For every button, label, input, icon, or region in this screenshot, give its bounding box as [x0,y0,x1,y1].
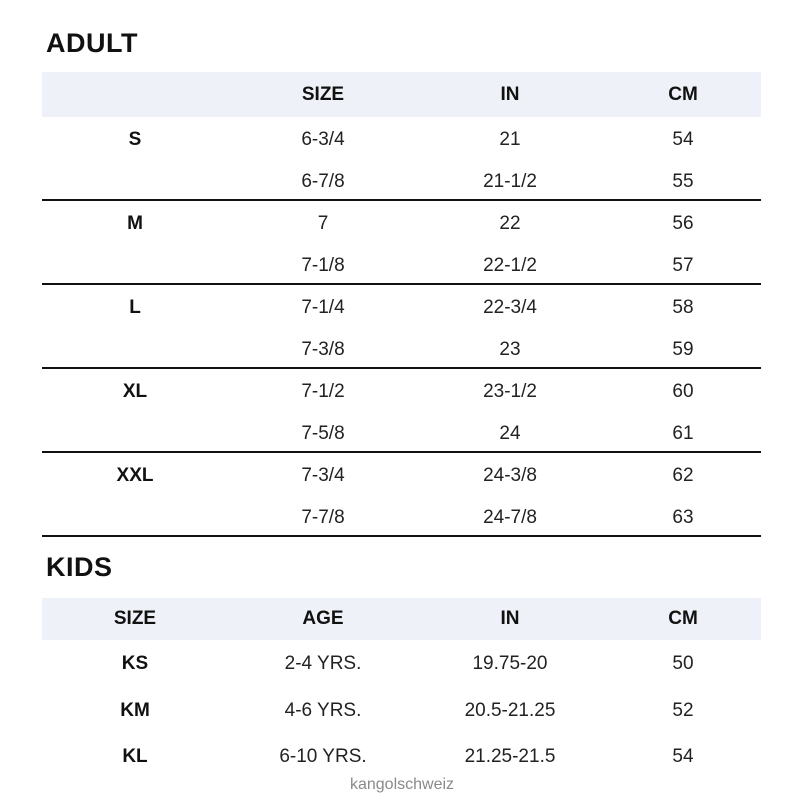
adult-cell-in: 22-1/2 [483,255,537,276]
adult-table-row: XXL 7-3/4 24-3/8 62 [42,455,761,497]
adult-cell-cm: 55 [672,171,694,192]
adult-cell-in: 23 [499,339,521,360]
adult-cell-size: 7 [317,213,329,234]
adult-header-band: SIZE IN CM [42,72,761,117]
adult-table-row: M 7 22 56 [42,203,761,245]
kids-cell-size-label: KL [122,746,148,767]
adult-cell-size-label: XL [122,381,148,402]
adult-cell-size: 7-3/8 [301,339,345,360]
kids-title: KIDS [46,552,113,582]
adult-cell-in: 22-3/4 [483,297,537,318]
kids-header-size: SIZE [113,608,157,629]
adult-cell-in: 24 [499,423,521,444]
adult-cell-in: 21 [499,129,521,150]
kids-table-row: KM 4-6 YRS. 20.5-21.25 52 [42,690,761,732]
kids-cell-age: 4-6 YRS. [284,700,362,721]
adult-cell-in: 24-3/8 [483,465,537,486]
kids-header-in: IN [500,608,520,629]
adult-table-row: 6-7/8 21-1/2 55 [42,161,761,203]
adult-cell-size: 7-7/8 [301,507,345,528]
group-divider [42,199,761,201]
adult-cell-cm: 57 [672,255,694,276]
adult-cell-cm: 54 [672,129,694,150]
adult-cell-size-label [55,497,215,539]
group-divider [42,451,761,453]
adult-table-row: 7-5/8 24 61 [42,413,761,455]
adult-cell-size-label [55,329,215,371]
adult-cell-size: 6-3/4 [301,129,345,150]
adult-cell-size: 7-5/8 [301,423,345,444]
group-divider [42,535,761,537]
kids-table-row: KS 2-4 YRS. 19.75-20 50 [42,643,761,685]
adult-cell-cm: 59 [672,339,694,360]
kids-cell-size-label: KS [121,653,149,674]
kids-table-row: KL 6-10 YRS. 21.25-21.5 54 [42,736,761,778]
kids-header-cm: CM [668,608,698,629]
adult-cell-size-label: L [129,297,141,318]
adult-table-row: L 7-1/4 22-3/4 58 [42,287,761,329]
adult-cell-size-label [55,161,215,203]
adult-table-row: XL 7-1/2 23-1/2 60 [42,371,761,413]
adult-cell-size-label [55,245,215,287]
group-divider [42,367,761,369]
adult-cell-cm: 62 [672,465,694,486]
kids-cell-in: 21.25-21.5 [464,746,556,767]
adult-cell-cm: 56 [672,213,694,234]
adult-cell-cm: 60 [672,381,694,402]
adult-table-row: 7-1/8 22-1/2 57 [42,245,761,287]
adult-cell-cm: 63 [672,507,694,528]
adult-table-row: S 6-3/4 21 54 [42,119,761,161]
adult-cell-cm: 61 [672,423,694,444]
adult-cell-size-label: S [128,129,142,150]
adult-cell-in: 21-1/2 [483,171,537,192]
kids-cell-age: 6-10 YRS. [279,746,367,767]
kids-cell-in: 19.75-20 [472,653,548,674]
adult-cell-size: 7-1/8 [301,255,345,276]
group-divider [42,283,761,285]
adult-title: ADULT [46,28,138,58]
adult-header-cm: CM [668,83,698,105]
kids-header-band: SIZE AGE IN CM [42,598,761,640]
adult-cell-size-label: M [127,213,143,234]
kids-cell-cm: 52 [672,700,694,721]
kids-cell-size-label: KM [120,700,150,721]
adult-cell-in: 23-1/2 [483,381,537,402]
adult-header-in: IN [500,83,520,105]
kids-cell-age: 2-4 YRS. [284,653,362,674]
adult-cell-size-label: XXL [116,465,154,486]
kids-cell-cm: 50 [672,653,694,674]
kids-cell-cm: 54 [672,746,694,767]
adult-cell-size: 6-7/8 [301,171,345,192]
adult-cell-in: 24-7/8 [483,507,537,528]
adult-cell-size: 7-1/4 [301,297,345,318]
kids-cell-in: 20.5-21.25 [464,700,556,721]
watermark: kangolschweiz [349,776,455,793]
adult-header-size: SIZE [301,83,345,105]
adult-table-row: 7-7/8 24-7/8 63 [42,497,761,539]
adult-cell-in: 22 [499,213,521,234]
adult-table-row: 7-3/8 23 59 [42,329,761,371]
adult-cell-size: 7-3/4 [301,465,345,486]
adult-cell-size: 7-1/2 [301,381,345,402]
adult-cell-size-label [55,413,215,455]
adult-cell-cm: 58 [672,297,694,318]
kids-header-age: AGE [302,608,344,629]
